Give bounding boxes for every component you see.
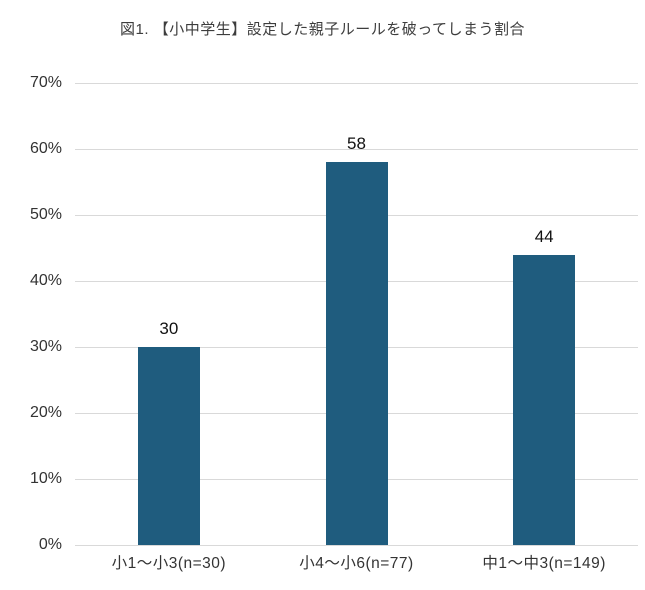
x-tick-label: 中1～中3(n=149) — [482, 555, 606, 572]
chart-title: 図1. 【小中学生】設定した親子ルールを破ってしまう割合 — [120, 21, 525, 38]
gridline-70% — [75, 82, 638, 84]
x-tick-label: 小4～小6(n=77) — [299, 555, 414, 572]
bar-value-label: 44 — [534, 226, 554, 246]
y-tick-label: 30% — [29, 338, 62, 355]
y-tick-label: 20% — [29, 404, 62, 421]
y-tick-label: 50% — [29, 206, 62, 223]
gridline-60% — [75, 148, 638, 150]
y-tick-label: 10% — [29, 470, 62, 487]
x-tick-label: 小1～小3(n=30) — [111, 555, 227, 572]
bar-value-label: 58 — [347, 134, 366, 154]
bar-小4～小6(n=77) — [325, 162, 388, 545]
y-tick-label: 70% — [29, 74, 62, 91]
bar-小1～小3(n=30) — [137, 347, 200, 545]
y-axis: 0% 10% 20% 30% 40% 50% 60% 70% — [2, 74, 62, 553]
y-tick-label: 40% — [29, 272, 62, 289]
bar-value-label: 30 — [159, 319, 179, 338]
x-axis: 小1～小3(n=30) 小4～小6(n=77) 中1～中3(n=149) — [75, 551, 638, 581]
y-tick-label: 0% — [38, 536, 62, 553]
gridline-0% — [75, 544, 638, 546]
y-tick-label: 60% — [29, 140, 62, 157]
plot-area: 30 58 44 — [75, 82, 638, 546]
bar-中1～中3(n=149) — [513, 254, 576, 545]
